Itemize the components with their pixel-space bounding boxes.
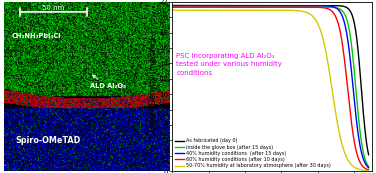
50-70% humidity at laboratory atmosphere (after 30 days) xyxy=(331,96,335,98)
40% humidity conditions  (after 15 days) xyxy=(287,4,291,7)
inside the glove box (after 15 days) xyxy=(170,6,175,8)
60% humidity conditions (after 10 days) xyxy=(362,166,366,169)
50-70% humidity at laboratory atmosphere (after 30 days) xyxy=(265,9,269,11)
Legend: As fabricated (day 0), inside the glove box (after 15 days), 40% humidity condit: As fabricated (day 0), inside the glove … xyxy=(175,138,331,169)
40% humidity conditions  (after 15 days) xyxy=(331,6,335,8)
As fabricated (day 0) xyxy=(287,4,291,7)
Text: CH₃NH₃PbI₃Cl: CH₃NH₃PbI₃Cl xyxy=(12,33,62,39)
inside the glove box (after 15 days) xyxy=(331,6,335,8)
Line: inside the glove box (after 15 days): inside the glove box (after 15 days) xyxy=(173,7,368,166)
Text: ALD Al₂O₃: ALD Al₂O₃ xyxy=(89,75,126,89)
Text: Spiro-OMeTAD: Spiro-OMeTAD xyxy=(15,136,80,145)
inside the glove box (after 15 days) xyxy=(263,6,268,8)
As fabricated (day 0) xyxy=(265,4,269,7)
60% humidity conditions (after 10 days) xyxy=(331,12,335,14)
As fabricated (day 0) xyxy=(366,154,371,156)
60% humidity conditions (after 10 days) xyxy=(287,6,291,8)
Line: As fabricated (day 0): As fabricated (day 0) xyxy=(173,6,368,155)
inside the glove box (after 15 days) xyxy=(366,165,371,167)
40% humidity conditions  (after 15 days) xyxy=(170,4,175,7)
Line: 50-70% humidity at laboratory atmosphere (after 30 days): 50-70% humidity at laboratory atmosphere… xyxy=(173,10,368,171)
50-70% humidity at laboratory atmosphere (after 30 days) xyxy=(170,9,175,11)
As fabricated (day 0) xyxy=(170,4,175,7)
inside the glove box (after 15 days) xyxy=(265,6,269,8)
60% humidity conditions (after 10 days) xyxy=(276,6,281,8)
As fabricated (day 0) xyxy=(331,4,335,7)
50-70% humidity at laboratory atmosphere (after 30 days) xyxy=(263,9,268,11)
50-70% humidity at laboratory atmosphere (after 30 days) xyxy=(287,9,291,11)
Line: 40% humidity conditions  (after 15 days): 40% humidity conditions (after 15 days) xyxy=(173,6,368,168)
inside the glove box (after 15 days) xyxy=(362,154,366,156)
Y-axis label: Current Density (mA/cm²): Current Density (mA/cm²) xyxy=(149,37,158,136)
60% humidity conditions (after 10 days) xyxy=(265,6,269,8)
inside the glove box (after 15 days) xyxy=(287,6,291,8)
50-70% humidity at laboratory atmosphere (after 30 days) xyxy=(276,9,281,11)
As fabricated (day 0) xyxy=(362,118,366,120)
As fabricated (day 0) xyxy=(276,4,281,7)
Text: PSC incorporating ALD Al₂O₃
tested under various humidity
conditions: PSC incorporating ALD Al₂O₃ tested under… xyxy=(176,53,282,76)
60% humidity conditions (after 10 days) xyxy=(366,169,371,171)
Line: 60% humidity conditions (after 10 days): 60% humidity conditions (after 10 days) xyxy=(173,7,368,170)
As fabricated (day 0) xyxy=(263,4,268,7)
40% humidity conditions  (after 15 days) xyxy=(362,159,366,161)
40% humidity conditions  (after 15 days) xyxy=(276,4,281,7)
Text: 50 nm: 50 nm xyxy=(42,5,64,11)
inside the glove box (after 15 days) xyxy=(276,6,281,8)
60% humidity conditions (after 10 days) xyxy=(263,6,268,8)
40% humidity conditions  (after 15 days) xyxy=(265,4,269,7)
40% humidity conditions  (after 15 days) xyxy=(263,4,268,7)
60% humidity conditions (after 10 days) xyxy=(170,6,175,8)
50-70% humidity at laboratory atmosphere (after 30 days) xyxy=(362,169,366,171)
40% humidity conditions  (after 15 days) xyxy=(366,167,371,169)
50-70% humidity at laboratory atmosphere (after 30 days) xyxy=(366,170,371,172)
